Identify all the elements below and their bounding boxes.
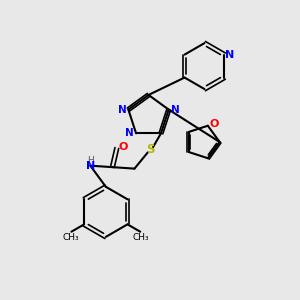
Text: CH₃: CH₃ [62,232,79,242]
Text: H: H [87,156,94,165]
Text: N: N [86,161,95,171]
Text: N: N [225,50,234,60]
Text: CH₃: CH₃ [133,232,149,242]
Text: N: N [118,105,126,115]
Text: N: N [171,105,179,115]
Text: O: O [118,142,128,152]
Text: S: S [146,143,155,156]
Text: O: O [210,119,219,129]
Text: N: N [125,128,134,138]
